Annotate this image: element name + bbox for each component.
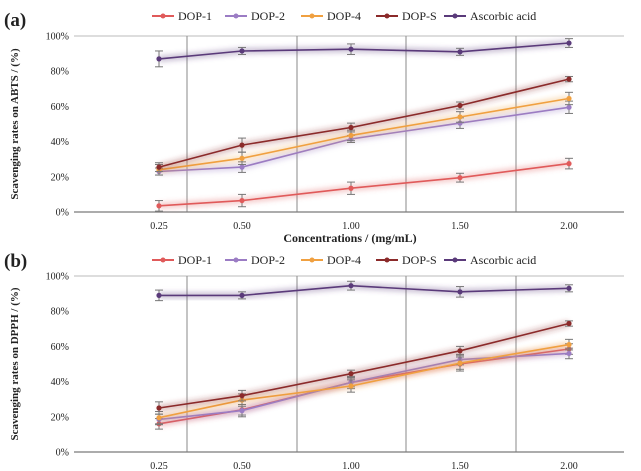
y-tick-label: 60%	[51, 342, 69, 353]
data-point-ascorbic-acid	[239, 292, 245, 298]
legend-label: DOP-2	[251, 9, 285, 23]
x-tick-label: 2.00	[560, 461, 578, 471]
legend-marker	[384, 257, 390, 263]
data-point-dop-4	[348, 383, 354, 389]
series-glow-ascorbic-acid	[158, 39, 570, 63]
legend-marker	[160, 13, 166, 19]
y-tick-label: 100%	[46, 272, 69, 283]
data-point-dop-2	[566, 350, 572, 357]
data-point-dop-s	[457, 348, 463, 354]
y-tick-label: 20%	[51, 412, 69, 423]
y-tick-label: 80%	[51, 67, 69, 78]
data-point-dop-s	[457, 102, 463, 109]
x-tick-label: 1.00	[342, 461, 360, 471]
x-tick-label: 0.50	[233, 461, 251, 471]
data-point-dop-1	[566, 161, 572, 167]
x-tick-label: 1.00	[342, 221, 360, 232]
panel-a: (a) 0% 20% 40% 60% 80% 100% 0.25 0.50 1.00 1.50 2.0…	[4, 9, 624, 245]
data-point-ascorbic-acid	[239, 48, 245, 54]
series-glow-dop-s	[158, 320, 570, 412]
panel-label: (a)	[4, 10, 26, 31]
data-point-dop-s	[239, 393, 245, 399]
data-point-ascorbic-acid	[156, 292, 162, 298]
legend-marker	[309, 257, 315, 263]
legend-label: DOP-S	[402, 253, 437, 267]
data-point-dop-1	[457, 175, 463, 181]
series-glow-dop-s	[158, 75, 570, 171]
data-point-dop-4	[457, 114, 463, 120]
x-tick-label: 1.50	[451, 221, 469, 232]
legend-marker	[384, 13, 390, 19]
data-point-dop-4	[156, 415, 162, 421]
panel-b: (b) 0% 20% 40% 60% 80% 100% 0.25 0.50 1.00 1.50 2.0…	[4, 251, 624, 471]
data-point-dop-1	[239, 197, 245, 204]
x-tick-label: 0.25	[150, 221, 168, 232]
y-tick-label: 40%	[51, 377, 69, 388]
data-point-dop-4	[239, 155, 245, 161]
data-point-dop-s	[348, 124, 354, 131]
x-tick-label: 0.50	[233, 221, 251, 232]
data-point-dop-s	[348, 371, 354, 377]
x-tick-label: 1.50	[451, 461, 469, 471]
data-point-ascorbic-acid	[457, 289, 463, 295]
data-point-ascorbic-acid	[156, 56, 162, 62]
legend-marker	[233, 257, 239, 263]
y-tick-label: 60%	[51, 102, 69, 113]
data-point-ascorbic-acid	[348, 46, 354, 52]
data-point-dop-1	[156, 203, 162, 209]
legend-marker	[452, 13, 458, 19]
legend-label: Ascorbic acid	[470, 253, 536, 267]
legend-label: DOP-1	[178, 253, 212, 267]
data-point-ascorbic-acid	[566, 40, 572, 46]
data-point-dop-s	[239, 142, 245, 148]
panel-label: (b)	[4, 251, 27, 272]
data-point-dop-2	[239, 408, 245, 414]
legend-label: DOP-2	[251, 253, 285, 267]
x-tick-label: 2.00	[560, 221, 578, 232]
legend-marker	[452, 257, 458, 263]
y-axis-label: Scavenging rates on DPPH / (%)	[9, 287, 21, 440]
legend-label: DOP-4	[327, 9, 361, 23]
legend-label: DOP-4	[327, 253, 361, 267]
legend-label: DOP-1	[178, 9, 212, 23]
legend-label: Ascorbic acid	[470, 9, 536, 23]
data-point-dop-4	[566, 342, 572, 348]
y-axis-label: Scavenging rates on ABTS / (%)	[9, 48, 21, 200]
data-point-dop-4	[566, 95, 572, 102]
data-point-ascorbic-acid	[566, 285, 572, 291]
legend-marker	[309, 13, 315, 19]
x-tick-label: 0.25	[150, 461, 168, 471]
data-point-ascorbic-acid	[457, 49, 463, 55]
data-point-dop-1	[348, 185, 354, 191]
y-tick-label: 100%	[46, 32, 69, 43]
data-point-dop-2	[239, 164, 245, 170]
y-tick-label: 80%	[51, 307, 69, 318]
data-point-dop-4	[348, 132, 354, 139]
y-tick-label: 0%	[56, 208, 69, 219]
legend-label: DOP-S	[402, 9, 437, 23]
data-point-dop-s	[566, 76, 572, 82]
data-point-dop-s	[156, 405, 162, 411]
y-tick-label: 0%	[56, 448, 69, 459]
data-point-dop-s	[156, 164, 162, 170]
data-point-dop-4	[457, 360, 463, 366]
y-tick-label: 20%	[51, 172, 69, 183]
legend-marker	[160, 257, 166, 263]
x-axis-label: Concentrations / (mg/mL)	[283, 231, 416, 245]
data-point-dop-2	[566, 104, 572, 110]
data-point-dop-s	[566, 320, 572, 327]
legend-marker	[233, 13, 239, 19]
y-tick-label: 40%	[51, 137, 69, 148]
data-point-ascorbic-acid	[348, 283, 354, 289]
